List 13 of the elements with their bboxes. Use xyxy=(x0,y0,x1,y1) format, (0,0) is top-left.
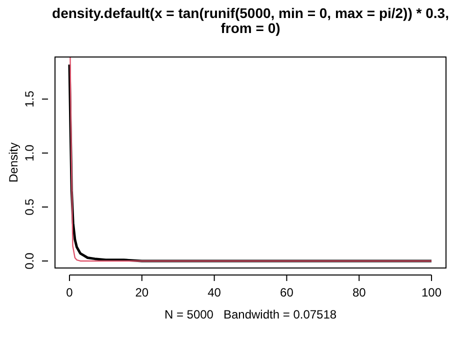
y-tick-label: 0.0 xyxy=(22,252,36,270)
x-tick-label: 100 xyxy=(422,285,442,300)
y-tick-label: 1.0 xyxy=(22,144,36,162)
x-tick-label: 40 xyxy=(208,285,222,300)
x-tick-label: 60 xyxy=(280,285,294,300)
y-tick-label: 1.5 xyxy=(22,90,36,108)
x-tick-label: 80 xyxy=(352,285,366,300)
x-tick-label: 20 xyxy=(135,285,149,300)
chart-title: density.default(x = tan(runif(5000, min = 0, max = pi/2)) * 0.3, from = 0) xyxy=(52,4,449,36)
text: N = 5000 Bandwidth = 0.07518 xyxy=(164,307,337,322)
y-tick-label: 0.5 xyxy=(22,198,36,216)
y-axis-title: Density xyxy=(6,142,20,183)
x-tick-label: 0 xyxy=(66,285,74,300)
